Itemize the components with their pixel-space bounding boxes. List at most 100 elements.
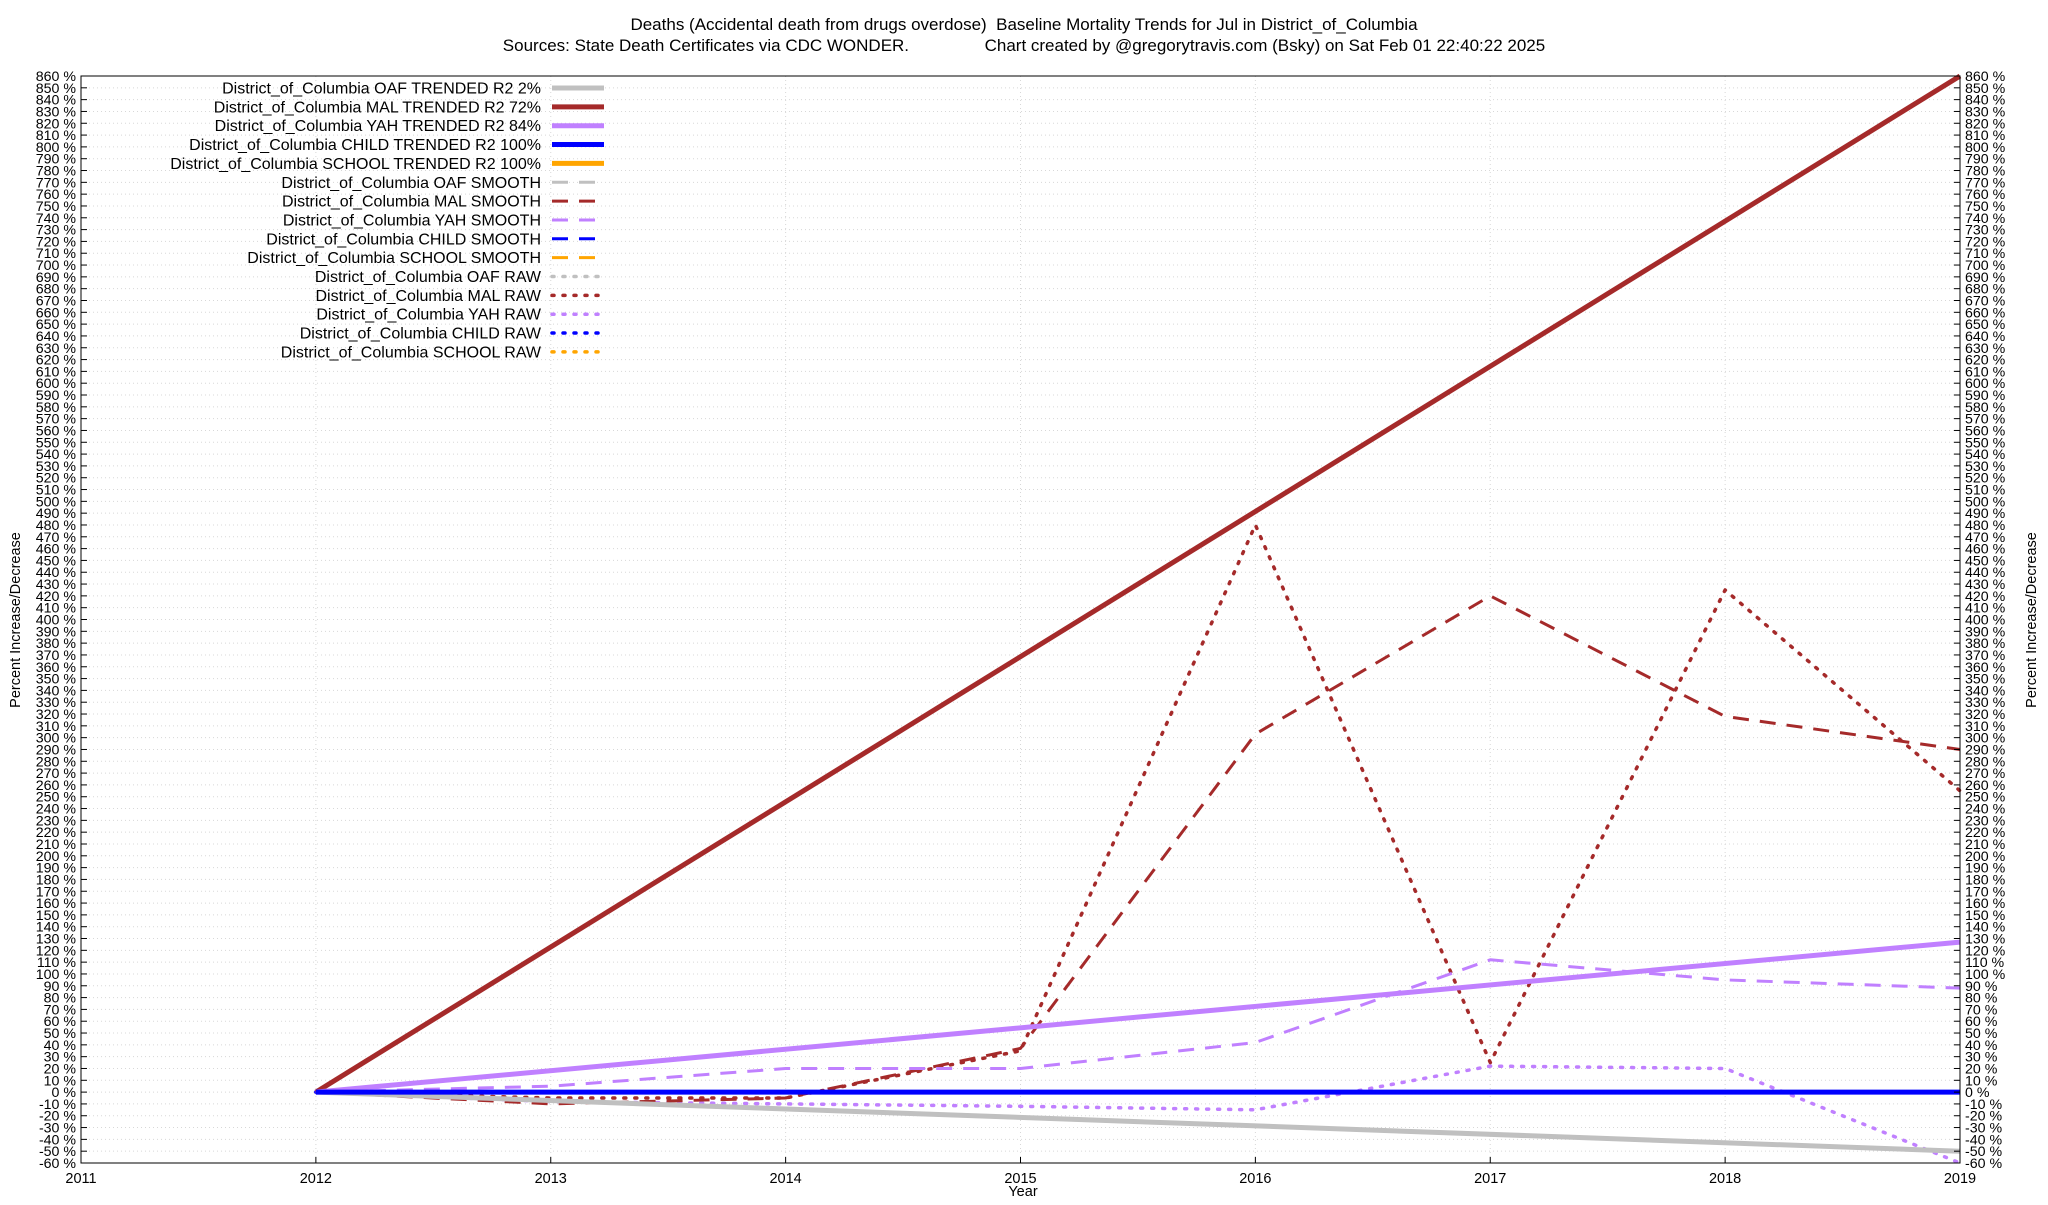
y2-tick-label: 620 % <box>1965 353 2006 369</box>
y-tick-label: 780 % <box>36 164 77 180</box>
y2-tick-label: 550 % <box>1965 435 2006 451</box>
legend-label: District_of_Columbia YAH RAW <box>316 307 542 324</box>
y-tick-label: 130 % <box>36 932 77 948</box>
y-tick-label: 70 % <box>44 1002 77 1018</box>
y-tick-label: 170 % <box>36 884 77 900</box>
y-tick-label: 720 % <box>36 234 77 250</box>
y-tick-label: 860 % <box>36 69 77 85</box>
series-line-2 <box>315 939 1961 1095</box>
y2-tick-label: 310 % <box>1965 719 2006 735</box>
y-tick-label: 670 % <box>36 293 77 309</box>
y2-tick-label: 240 % <box>1965 802 2006 818</box>
y-tick-label: 480 % <box>36 518 77 534</box>
legend-label: District_of_Columbia MAL SMOOTH <box>282 194 541 211</box>
y-tick-label: -30 % <box>39 1121 76 1137</box>
y2-tick-label: 780 % <box>1965 164 2006 180</box>
legend-label: District_of_Columbia YAH SMOOTH <box>283 212 541 229</box>
y-tick-label: 600 % <box>36 376 77 392</box>
y2-tick-label: 720 % <box>1965 234 2006 250</box>
y-tick-label: 140 % <box>36 920 77 936</box>
y-tick-label: 90 % <box>44 979 77 995</box>
y-tick-label: 290 % <box>36 742 77 758</box>
y2-tick-label: 110 % <box>1965 955 2005 971</box>
y-tick-label: 500 % <box>36 494 77 510</box>
y2-tick-label: 210 % <box>1965 837 2006 853</box>
y2-tick-label: 650 % <box>1965 317 2006 333</box>
y2-tick-label: 800 % <box>1965 140 2006 156</box>
series-line-11 <box>314 523 1962 1100</box>
y2-tick-label: 670 % <box>1965 293 2006 309</box>
y-tick-label: -50 % <box>39 1144 76 1160</box>
legend-label: District_of_Columbia CHILD TRENDED R2 10… <box>189 137 541 154</box>
y-tick-label: 340 % <box>36 683 77 699</box>
legend-label: District_of_Columbia SCHOOL SMOOTH <box>247 250 541 267</box>
y2-tick-label: 280 % <box>1965 754 2006 770</box>
y-tick-label: 430 % <box>36 577 77 593</box>
y-tick-label: 410 % <box>36 601 77 617</box>
y2-tick-label: 180 % <box>1965 872 2006 888</box>
y2-tick-label: 530 % <box>1965 459 2006 475</box>
y-tick-label: 280 % <box>36 754 77 770</box>
y-tick-label: -20 % <box>39 1109 76 1125</box>
y2-tick-label: 410 % <box>1965 601 2006 617</box>
x-tick-label: 2013 <box>535 1171 567 1187</box>
y2-tick-label: 200 % <box>1965 849 2006 865</box>
y2-tick-label: -40 % <box>1965 1132 2002 1148</box>
y-tick-label: 470 % <box>36 530 77 546</box>
y-tick-label: 400 % <box>36 613 77 629</box>
y2-tick-label: 430 % <box>1965 577 2006 593</box>
y-tick-label: -60 % <box>39 1156 76 1172</box>
y2-tick-label: 420 % <box>1965 589 2006 605</box>
y-tick-label: 760 % <box>36 187 77 203</box>
y-tick-label: 850 % <box>36 81 77 97</box>
y-tick-label: 30 % <box>44 1050 77 1066</box>
y2-tick-label: 190 % <box>1965 861 2006 877</box>
y-tick-label: 190 % <box>36 861 77 877</box>
y2-tick-label: -10 % <box>1965 1097 2002 1113</box>
y-tick-label: 440 % <box>36 565 77 581</box>
x-tick-label: 2012 <box>300 1171 332 1187</box>
x-tick-label: 2015 <box>1004 1171 1036 1187</box>
y-tick-label: 150 % <box>36 908 77 924</box>
y2-tick-label: 140 % <box>1965 920 2006 936</box>
y2-tick-label: 340 % <box>1965 683 2006 699</box>
y2-tick-label: 460 % <box>1965 542 2006 558</box>
y-tick-label: 490 % <box>36 506 77 522</box>
y2-tick-label: 400 % <box>1965 613 2006 629</box>
legend-label: District_of_Columbia CHILD RAW <box>300 326 542 343</box>
y2-tick-label: 320 % <box>1965 707 2006 723</box>
y-tick-label: 550 % <box>36 435 77 451</box>
y-tick-label: 710 % <box>36 246 77 262</box>
y2-tick-label: 360 % <box>1965 660 2006 676</box>
legend-label: District_of_Columbia OAF TRENDED R2 2% <box>222 81 541 98</box>
legend-label: District_of_Columbia OAF RAW <box>315 269 542 286</box>
legend-label: District_of_Columbia YAH TRENDED R2 84% <box>215 118 541 135</box>
y2-tick-label: 600 % <box>1965 376 2006 392</box>
y2-tick-label: 500 % <box>1965 494 2006 510</box>
y-tick-label: 230 % <box>36 813 77 829</box>
y-tick-label: 630 % <box>36 341 77 357</box>
y2-tick-label: -30 % <box>1965 1121 2002 1137</box>
y2-tick-label: 40 % <box>1965 1038 1998 1054</box>
y2-tick-label: 510 % <box>1965 483 2006 499</box>
y-tick-label: 560 % <box>36 423 77 439</box>
y-tick-label: 100 % <box>36 967 77 983</box>
y2-tick-label: 370 % <box>1965 648 2006 664</box>
y-tick-label: 620 % <box>36 353 77 369</box>
y2-tick-label: 860 % <box>1965 69 2006 85</box>
y2-tick-label: 690 % <box>1965 270 2006 286</box>
y2-tick-label: 820 % <box>1965 116 2006 132</box>
y2-tick-label: 10 % <box>1965 1073 1998 1089</box>
y-tick-label: 390 % <box>36 624 77 640</box>
y-tick-label: 160 % <box>36 896 77 912</box>
y2-tick-label: 220 % <box>1965 825 2006 841</box>
y-tick-label: 380 % <box>36 636 77 652</box>
y-tick-label: 660 % <box>36 305 77 321</box>
y2-tick-label: 350 % <box>1965 672 2006 688</box>
y2-tick-label: 540 % <box>1965 447 2006 463</box>
y2-tick-label: 480 % <box>1965 518 2006 534</box>
y2-tick-label: 840 % <box>1965 93 2006 109</box>
y-tick-label: 210 % <box>36 837 77 853</box>
chart-title-line1: Deaths (Accidental death from drugs over… <box>630 15 1418 34</box>
